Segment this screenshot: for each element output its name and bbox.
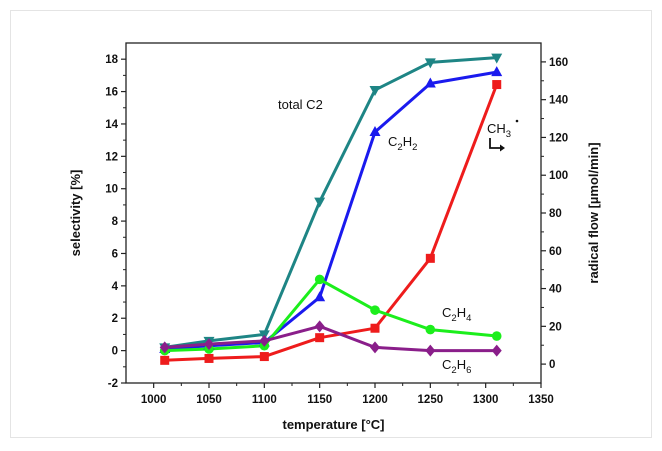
left-y-tick-label: 14 [105,119,118,131]
left-y-tick-label: 0 [112,346,118,358]
pointer-arrow-head-icon [500,144,505,152]
series-label: C2H4 [442,305,471,324]
data-point-square [370,323,380,333]
left-y-tick-label: 10 [105,184,118,196]
data-point-square [160,355,170,365]
left-y-tick-label: 16 [105,87,118,99]
radical-dot [515,119,519,123]
x-tick-label: 1050 [196,394,222,406]
right-y-tick-label: 40 [549,284,562,296]
chart-axes: 1000 1050 1100 1150 1200 1250 1300 1350-2024681… [105,42,568,406]
series-label: CH3 [487,121,511,140]
x-tick-label: 1100 [252,394,277,406]
data-point-circle [370,305,380,315]
right-y-tick-label: 160 [549,57,568,69]
x-tick-label: 1000 [141,394,167,406]
data-point-square [259,352,269,362]
data-point-diamond [204,338,214,351]
data-point-square [492,80,502,90]
series-label: total C2 [278,97,323,112]
right-y-tick-label: 20 [549,321,562,333]
data-point-diamond [370,341,380,354]
data-point-square [425,253,435,263]
data-point-circle [425,324,436,335]
right-y-tick-label: 120 [549,132,568,144]
series-label: C2H2 [388,134,417,153]
series-labels: total C2 C2H2 CH3 C2H4 C2H6 [278,97,519,376]
data-point-square [315,333,325,343]
series-line [164,56,497,349]
x-tick-label: 1200 [362,394,388,406]
pointer-arrow-icon [489,138,500,149]
right-y-tick-label: 140 [549,95,568,107]
data-point-diamond [425,344,436,357]
x-tick-label: 1300 [473,394,499,406]
axis-titles: temperature [°C] selectivity [%] radical… [68,142,601,432]
figure-frame [10,10,652,438]
left-y-tick-label: -2 [108,378,118,390]
series-label: C2H6 [442,357,471,376]
data-point-triangle [424,77,436,88]
left-y-tick-label: 12 [105,151,118,163]
data-point-triangle [314,197,326,208]
data-point-diamond [491,344,502,357]
x-tick-label: 1150 [307,394,332,406]
data-point-triangle [369,126,381,137]
x-axis-title: temperature [°C] [283,417,385,432]
left-y-tick-label: 18 [105,54,118,66]
left-y-tick-label: 2 [112,313,118,325]
data-point-square [204,353,214,363]
right-y-axis-title: radical flow [µmol/min] [586,142,601,283]
series-markers [159,53,503,365]
data-point-diamond [259,334,270,347]
left-y-axis-title: selectivity [%] [68,170,83,257]
data-point-triangle [491,66,503,77]
x-tick-label: 1250 [418,394,444,406]
data-point-diamond [159,341,170,354]
left-y-tick-label: 4 [112,281,119,293]
left-y-tick-label: 6 [112,248,118,260]
right-y-tick-label: 0 [549,359,555,371]
x-tick-label: 1350 [528,394,554,406]
right-y-tick-label: 100 [549,170,568,182]
right-y-tick-label: 80 [549,208,562,220]
data-point-circle [491,331,502,341]
right-y-tick-label: 60 [549,246,562,258]
data-point-circle [314,274,325,285]
data-point-diamond [314,320,325,333]
data-point-triangle [369,85,381,96]
data-point-triangle [424,58,436,69]
left-y-tick-label: 8 [112,216,119,228]
data-point-triangle [314,291,326,302]
data-point-triangle [491,53,503,64]
